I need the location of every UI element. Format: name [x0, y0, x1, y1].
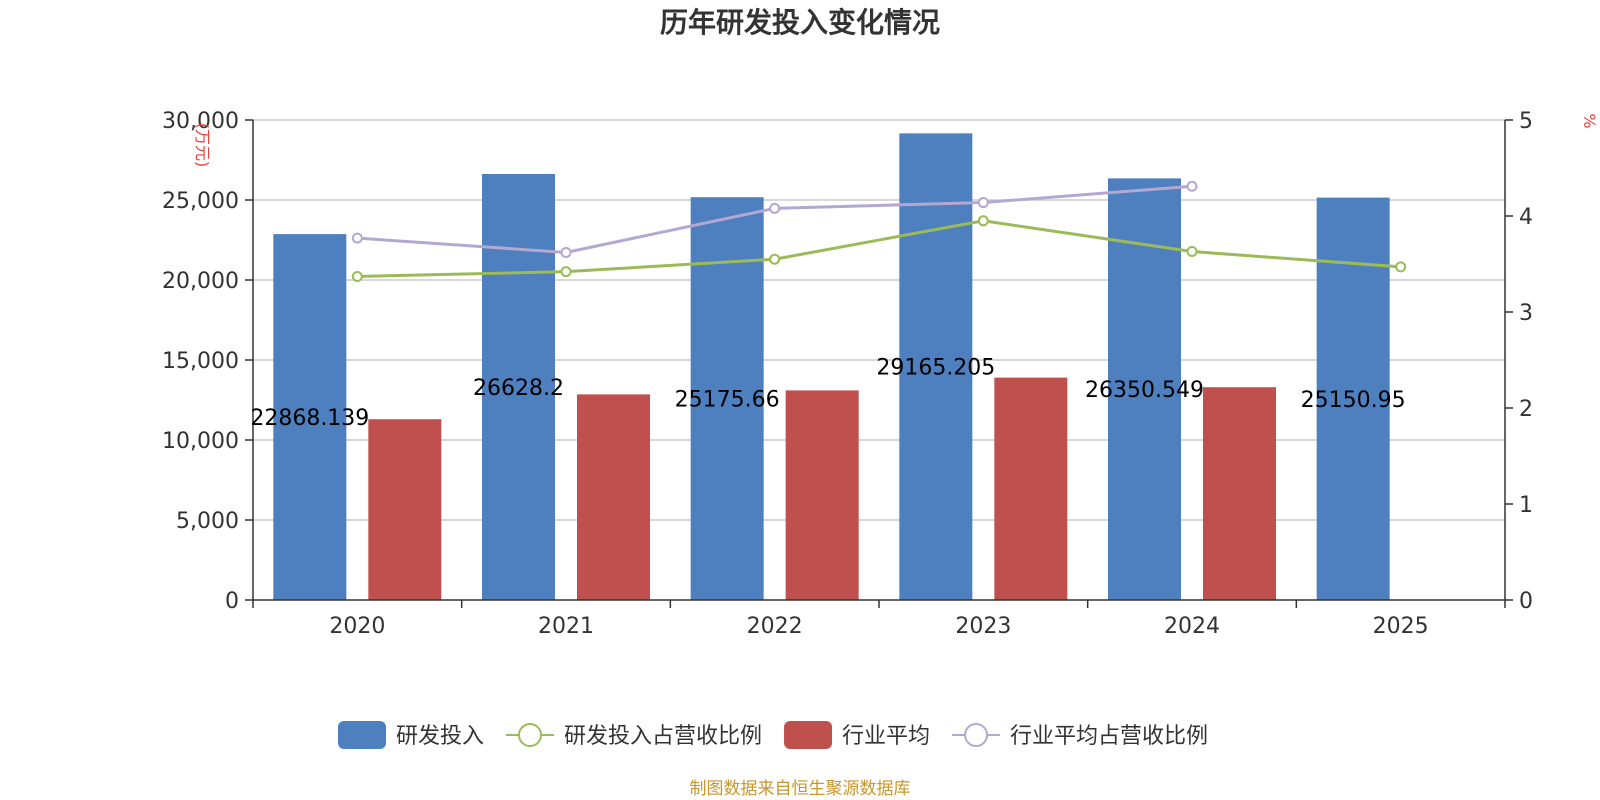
axes: 0 5,000 10,000 15,000 20,000 25,000 30,000 0 1 2 3…: [162, 109, 1533, 639]
point-行业平均占营收比例: [351, 232, 363, 244]
legend: 研发投入 研发投入占营收比例 行业平均 行业平均占营收比例: [338, 721, 1208, 749]
point-行业平均占营收比例: [560, 246, 572, 258]
bar-研发投入-2023: [899, 133, 973, 600]
y-left-unit-label: (万元): [193, 123, 212, 168]
point-研发投入占营收比例: [769, 253, 781, 265]
x-tick-label: 2025: [1373, 614, 1429, 639]
y-right-tick-label: 5: [1519, 109, 1533, 134]
bar-data-label: 26350.549: [1085, 378, 1204, 403]
bar-行业平均-2023: [994, 377, 1068, 600]
chart-title: 历年研发投入变化情况: [660, 6, 940, 39]
x-tick-label: 2024: [1164, 614, 1220, 639]
point-研发投入占营收比例: [560, 266, 572, 278]
y-right-tick-label: 4: [1519, 205, 1533, 230]
line-研发投入占营收比例: [357, 219, 1401, 278]
point-研发投入占营收比例: [1395, 261, 1407, 273]
bar-行业平均-2024: [1203, 387, 1276, 600]
y-left-tick-label: 20,000: [162, 269, 239, 294]
bar-data-label: 25175.66: [675, 388, 780, 413]
bar-行业平均-2021: [577, 394, 650, 600]
bar-行业平均-2022: [785, 390, 859, 600]
y-right-tick-label: 0: [1519, 589, 1533, 614]
bar-研发投入-2021: [482, 173, 555, 601]
bar-data-label: 22868.139: [250, 406, 369, 431]
legend-marker-研发投入占营收比例: [518, 723, 543, 747]
point-行业平均占营收比例: [977, 197, 989, 209]
bar-data-label: 29165.205: [876, 356, 995, 381]
bar-data-label: 25150.95: [1301, 388, 1406, 413]
bar-行业平均-2020: [368, 419, 442, 600]
y-left-tick-label: 30,000: [162, 109, 239, 134]
point-行业平均占营收比例: [1186, 180, 1198, 192]
bar-研发投入-2020: [273, 234, 347, 600]
x-tick-label: 2023: [955, 614, 1011, 639]
y-right-tick-label: 1: [1519, 493, 1533, 518]
y-left-tick-label: 0: [225, 589, 239, 614]
x-tick-label: 2020: [329, 614, 385, 639]
lines: [351, 180, 1407, 282]
x-tick-label: 2022: [747, 614, 803, 639]
bars: [273, 133, 1390, 601]
legend-swatch-行业平均: [784, 721, 833, 749]
x-tick-label: 2021: [538, 614, 594, 639]
legend-swatch-研发投入: [338, 721, 386, 749]
y-left-tick-label: 10,000: [162, 429, 239, 454]
bar-labels: 22868.139 26628.2 25175.66 29165.205 26350.5…: [250, 356, 1405, 431]
bar-data-label: 26628.2: [473, 376, 564, 401]
point-研发投入占营收比例: [977, 215, 989, 227]
point-行业平均占营收比例: [769, 202, 781, 214]
source-note: 制图数据来自恒生聚源数据库: [690, 779, 911, 799]
y-right-tick-label: 2: [1519, 397, 1533, 422]
legend-label: 研发投入: [396, 724, 484, 749]
legend-label: 研发投入占营收比例: [564, 724, 762, 749]
legend-label: 行业平均: [842, 724, 930, 749]
y-right-unit-label: %: [1580, 113, 1599, 128]
grid-lines: [253, 119, 1505, 521]
legend-label: 行业平均占营收比例: [1010, 724, 1208, 749]
point-研发投入占营收比例: [351, 270, 363, 282]
y-left-tick-label: 25,000: [162, 189, 239, 214]
legend-marker-行业平均占营收比例: [964, 723, 989, 747]
y-left-tick-label: 15,000: [162, 349, 239, 374]
y-right-tick-label: 3: [1519, 301, 1533, 326]
point-研发投入占营收比例: [1186, 246, 1198, 258]
y-left-tick-label: 5,000: [176, 509, 239, 534]
